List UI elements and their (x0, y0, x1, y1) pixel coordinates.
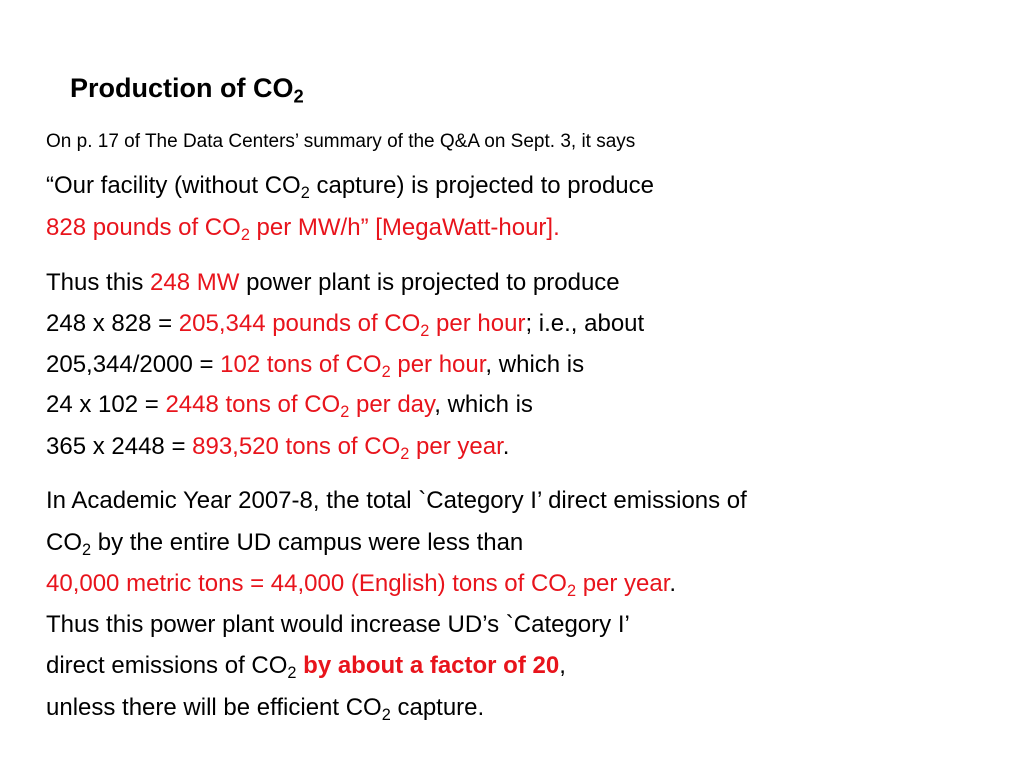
text: Production of CO (70, 73, 294, 103)
highlight: 40,000 metric tons = 44,000 (English) to… (46, 570, 567, 597)
highlight: 248 MW (150, 269, 240, 296)
text: On p. 17 of The Data Centers’ summary of… (46, 131, 636, 152)
text: ; i.e., about (525, 310, 645, 337)
subscript: 2 (300, 183, 310, 202)
highlight: per year (409, 433, 503, 460)
highlight: by about a factor of 20 (296, 652, 560, 679)
subscript: 2 (82, 540, 92, 559)
text: “Our facility (without CO (46, 172, 301, 199)
text: , which is (434, 391, 533, 418)
text: unless there will be efficient CO (46, 694, 382, 721)
text: Thus this power plant would increase UD’… (46, 611, 630, 638)
text: 205,344/2000 = (46, 351, 221, 378)
text: capture) is projected to produce (309, 172, 654, 199)
highlight: per year (576, 570, 670, 597)
quote-line: “Our facility (without CO2 capture) is p… (46, 172, 654, 207)
conclusion-line: unless there will be efficient CO2 captu… (46, 694, 484, 729)
conclusion-line: direct emissions of CO2 by about a facto… (46, 652, 566, 687)
calc-line: 24 x 102 = 2448 tons of CO2 per day, whi… (46, 391, 533, 426)
calc-line: Thus this 248 MW power plant is projecte… (46, 269, 620, 297)
text: 365 x 2448 = (46, 433, 193, 460)
text: power plant is projected to produce (239, 269, 620, 296)
text: CO (46, 529, 82, 556)
subscript: 2 (293, 85, 304, 107)
subscript: 2 (340, 402, 350, 421)
slide-title: Production of CO2 (70, 74, 304, 111)
text: In Academic Year 2007-8, the total `Cate… (46, 487, 747, 514)
text: 828 pounds of CO (46, 214, 241, 241)
intro: On p. 17 of The Data Centers’ summary of… (46, 128, 635, 156)
subscript: 2 (400, 444, 410, 463)
subscript: 2 (381, 705, 391, 724)
highlight: per hour (390, 351, 486, 378)
conclusion-line: In Academic Year 2007-8, the total `Cate… (46, 487, 747, 515)
highlight: 102 tons of CO (220, 351, 382, 378)
calc-line: 248 x 828 = 205,344 pounds of CO2 per ho… (46, 310, 644, 345)
highlight: per hour (429, 310, 526, 337)
calc-line: 205,344/2000 = 102 tons of CO2 per hour,… (46, 351, 584, 386)
subscript: 2 (240, 225, 250, 244)
text: per MW/h” [MegaWatt-hour]. (249, 214, 560, 241)
subscript: 2 (287, 663, 297, 682)
text: capture. (390, 694, 485, 721)
subscript: 2 (381, 362, 391, 381)
text: direct emissions of CO (46, 652, 288, 679)
text: , which is (485, 351, 585, 378)
highlight: 205,344 pounds of CO (178, 310, 421, 337)
text: , (559, 652, 566, 679)
text: . (669, 570, 677, 597)
text: Thus this (46, 269, 151, 296)
text: . (502, 433, 510, 460)
highlight: per day (349, 391, 435, 418)
subscript: 2 (566, 581, 577, 600)
conclusion-line: CO2 by the entire UD campus were less th… (46, 529, 523, 564)
highlight: 2448 tons of CO (165, 391, 341, 418)
text: 24 x 102 = (46, 391, 166, 418)
calc-line: 365 x 2448 = 893,520 tons of CO2 per yea… (46, 433, 509, 468)
quote-line: 828 pounds of CO2 per MW/h” [MegaWatt-ho… (46, 214, 560, 249)
highlight: 893,520 tons of CO (192, 433, 401, 460)
subscript: 2 (420, 321, 430, 340)
text: 248 x 828 = (46, 310, 179, 337)
conclusion-line: Thus this power plant would increase UD’… (46, 611, 630, 639)
conclusion-line: 40,000 metric tons = 44,000 (English) to… (46, 570, 676, 605)
text: by the entire UD campus were less than (91, 529, 524, 556)
